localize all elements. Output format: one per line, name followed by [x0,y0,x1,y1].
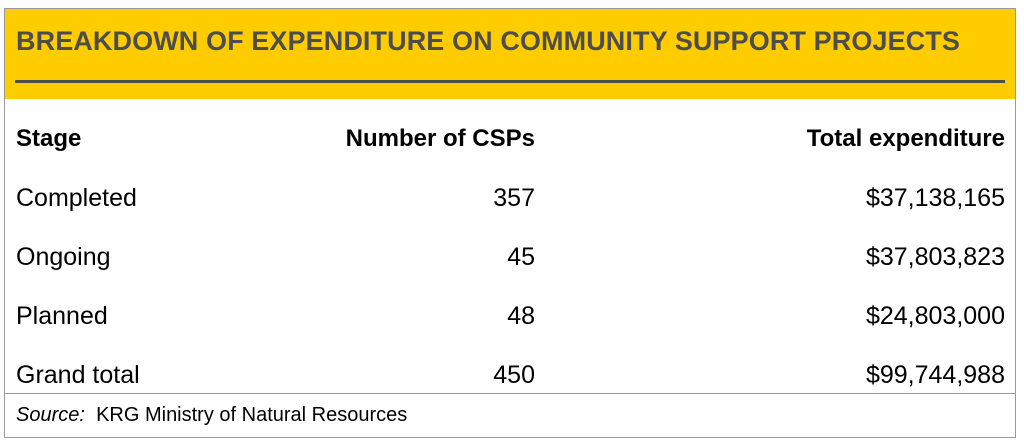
table-card: BREAKDOWN OF EXPENDITURE ON COMMUNITY SU… [4,8,1016,438]
cell-expenditure: $99,744,988 [865,361,1005,389]
source-label: Source: [16,404,85,426]
table-header-row: Stage Number of CSPs Total expenditure [5,119,1015,159]
cell-count: 450 [493,361,535,389]
cell-expenditure: $37,803,823 [865,243,1005,271]
source-text: KRG Ministry of Natural Resources [96,404,408,426]
cell-count: 357 [493,184,535,212]
title-underline [15,80,1005,83]
cell-count: 48 [507,302,535,330]
cell-expenditure: $24,803,000 [865,302,1005,330]
source-note: Source: KRG Ministry of Natural Resource… [16,404,407,427]
column-header-stage: Stage [16,125,82,152]
column-header-number-of-csps: Number of CSPs [345,125,535,152]
footer-divider [5,393,1015,394]
cell-stage: Grand total [16,361,140,389]
table-row-grand-total: Grand total 450 $99,744,988 [5,355,1015,395]
table-row: Planned 48 $24,803,000 [5,296,1015,336]
cell-count: 45 [507,243,535,271]
title-banner: BREAKDOWN OF EXPENDITURE ON COMMUNITY SU… [5,9,1015,99]
table-row: Completed 357 $37,138,165 [5,178,1015,218]
column-header-total-expenditure: Total expenditure [806,125,1005,152]
page-title: BREAKDOWN OF EXPENDITURE ON COMMUNITY SU… [16,26,960,56]
cell-stage: Planned [16,302,108,330]
cell-stage: Ongoing [16,243,111,271]
cell-expenditure: $37,138,165 [865,184,1005,212]
table-row: Ongoing 45 $37,803,823 [5,237,1015,277]
cell-stage: Completed [16,184,137,212]
